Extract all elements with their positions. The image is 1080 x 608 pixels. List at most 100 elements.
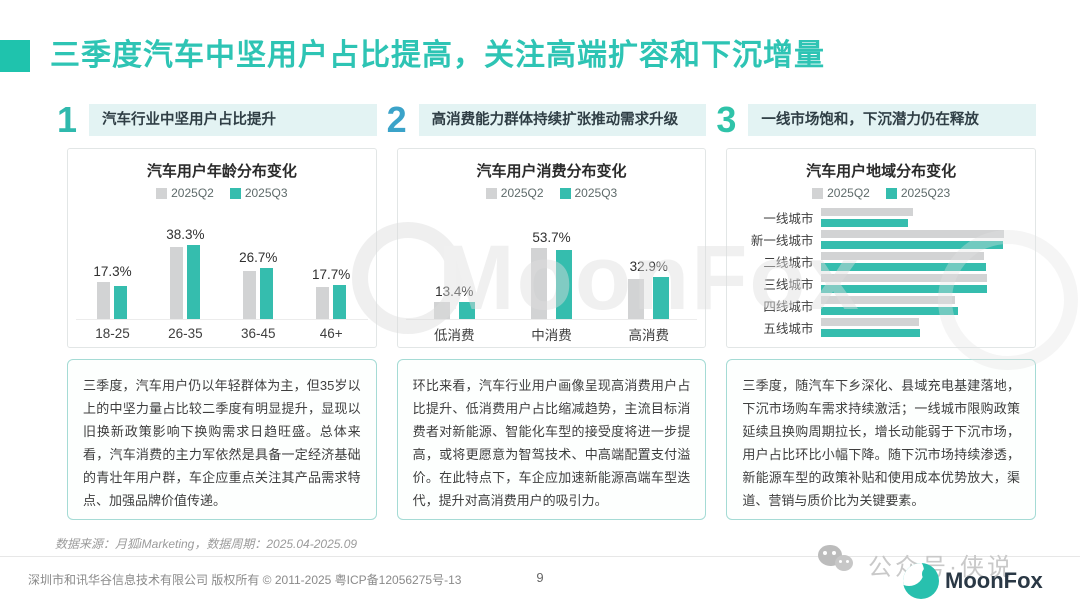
bar-group: 53.7% 中消费 [531, 200, 572, 347]
legend-swatch-icon [229, 187, 241, 199]
consumption-chart-title: 汽车用户消费分布变化 [476, 163, 627, 180]
bar-pair [821, 207, 1021, 227]
consumption-insight-text: 环比来看，汽车行业用户画像呈现高消费用户占比提升、低消费用户占比缩减趋势，主流目… [396, 359, 707, 520]
columns: 1 汽车行业中坚用户占比提升 汽车用户年龄分布变化 2025Q2 2025Q3 17… [55, 99, 1037, 520]
wechat-icon [818, 545, 862, 577]
category-label: 低消费 [434, 327, 475, 343]
region-distribution-chart: 2025Q2 2025Q23 一线城市 新一线城市 二线城市 三线城市 四线城市 五线城市 [727, 181, 1035, 347]
bar-group: 17.3% 18-25 [93, 200, 131, 347]
bar [260, 267, 274, 320]
category-label: 二线城市 [763, 255, 814, 270]
chart-legend: 2025Q2 2025Q23 [727, 186, 1035, 200]
category-label: 三线城市 [763, 278, 814, 293]
legend-item: 2025Q2 [156, 186, 214, 200]
bar-pair [821, 251, 1021, 271]
bar [170, 247, 184, 320]
bar-pair [97, 281, 128, 320]
section-consumption: 2 高消费能力群体持续扩张推动需求升级 汽车用户消费分布变化 2025Q2 202… [385, 102, 707, 520]
bar-plot: 17.3% 18-25 38.3% 26-35 26.7% 36-45 17.7% 46+ [68, 200, 376, 347]
section-head-2: 2 高消费能力群体持续扩张推动需求升级 [385, 102, 707, 138]
category-label: 高消费 [628, 327, 669, 343]
moonfox-logo-icon [903, 563, 939, 599]
section-head-3: 3 一线市场饱和，下沉潜力仍在释放 [714, 99, 1037, 140]
legend-label: 2025Q3 [244, 186, 288, 200]
legend-label: 2025Q2 [827, 186, 870, 200]
consumption-chart-card: 汽车用户消费分布变化 2025Q2 2025Q3 13.4% 低消费 53.7% 中消费 3… [396, 148, 707, 348]
category-label: 五线城市 [763, 322, 814, 337]
section-number-1: 1 [56, 99, 78, 140]
bar-pair [316, 285, 347, 320]
footer-divider [0, 556, 1080, 557]
legend-swatch-icon [559, 187, 571, 199]
value-label: 13.4% [435, 283, 474, 299]
bar [821, 229, 1004, 238]
bar [821, 240, 1003, 249]
bar-pair [628, 276, 670, 320]
legend-label: 2025Q2 [171, 186, 214, 200]
legend-swatch-icon [812, 187, 824, 199]
bar [628, 279, 645, 320]
bar-row: 三线城市 [731, 274, 1021, 294]
legend-swatch-icon [156, 187, 168, 199]
value-label: 32.9% [629, 258, 668, 274]
value-label: 17.7% [312, 267, 351, 283]
bar-pair [433, 301, 475, 320]
bar-group: 26.7% 36-45 [239, 200, 277, 347]
moonfox-brand: MoonFox [903, 563, 1043, 599]
bar-pair [531, 247, 572, 320]
section-number-2: 2 [386, 99, 407, 140]
category-label: 46+ [319, 326, 343, 341]
bar [821, 307, 958, 316]
value-label: 26.7% [239, 249, 278, 265]
bar-row: 一线城市 [731, 207, 1021, 227]
bar-group: 32.9% 高消费 [628, 200, 670, 347]
bar [187, 244, 201, 320]
slide-header: 三季度汽车中坚用户占比提高，关注高端扩容和下沉增量 [0, 38, 825, 74]
region-chart-card: 汽车用户地域分布变化 2025Q2 2025Q23 一线城市 新一线城市 二线城市 三线城… [726, 148, 1037, 348]
bar [114, 286, 128, 320]
value-label: 53.7% [532, 229, 571, 245]
bar-pair [821, 229, 1021, 249]
value-label: 17.3% [93, 263, 132, 279]
bar-group: 13.4% 低消费 [433, 200, 475, 347]
bar-pair [821, 318, 1021, 338]
copyright-text: 深圳市和讯华谷信息技术有限公司 版权所有 © 2011-2025 粤ICP备12… [28, 573, 462, 587]
legend-swatch-icon [485, 187, 497, 199]
bar [531, 247, 547, 320]
age-chart-title: 汽车用户年龄分布变化 [146, 163, 297, 180]
bar-group: 17.7% 46+ [312, 200, 350, 347]
legend-label: 2025Q2 [500, 186, 544, 200]
bar [556, 249, 572, 320]
legend-label: 2025Q3 [574, 186, 618, 200]
bar-row: 二线城市 [731, 251, 1021, 271]
region-insight-text: 三季度，随汽车下乡深化、县域充电基建落地，下沉市场购车需求持续激活；一线城市限购… [726, 359, 1037, 520]
bar [821, 318, 919, 327]
section-head-1: 1 汽车行业中坚用户占比提升 [55, 102, 377, 138]
bar [97, 281, 111, 320]
bar [316, 286, 330, 320]
bar [653, 276, 670, 320]
hbar-plot: 一线城市新一线城市二线城市三线城市四线城市五线城市 [727, 200, 1035, 347]
age-insight-text: 三季度，汽车用户仍以年轻群体为主，但35岁以上的中坚力量占比较二季度有明显提升，… [67, 359, 377, 520]
moonfox-brand-name: MoonFox [945, 568, 1043, 593]
bar-group: 38.3% 26-35 [166, 200, 204, 347]
title-accent-square [0, 40, 30, 72]
data-source-note: 数据来源：月狐iMarketing，数据周期：2025.04-2025.09 [55, 537, 358, 551]
section-header-2: 高消费能力群体持续扩张推动需求升级 [418, 104, 707, 136]
bar [821, 329, 921, 338]
chart-legend: 2025Q2 2025Q3 [68, 186, 376, 200]
section-region: 3 一线市场饱和，下沉潜力仍在释放 汽车用户地域分布变化 2025Q2 2025Q… [714, 99, 1037, 520]
bar-row: 四线城市 [731, 296, 1021, 316]
section-number-3: 3 [716, 99, 737, 140]
category-label: 中消费 [531, 327, 572, 343]
bar [821, 274, 987, 283]
section-header-3: 一线市场饱和，下沉潜力仍在释放 [748, 104, 1037, 136]
bar [243, 270, 257, 320]
value-label: 38.3% [166, 226, 205, 242]
consumption-distribution-chart: 2025Q2 2025Q3 13.4% 低消费 53.7% 中消费 32.9% 高消费 [398, 181, 706, 347]
category-label: 新一线城市 [750, 233, 814, 248]
page-number: 9 [536, 570, 544, 585]
legend-swatch-icon [885, 187, 897, 199]
bar-pair [170, 244, 201, 320]
category-label: 36-45 [241, 326, 276, 341]
